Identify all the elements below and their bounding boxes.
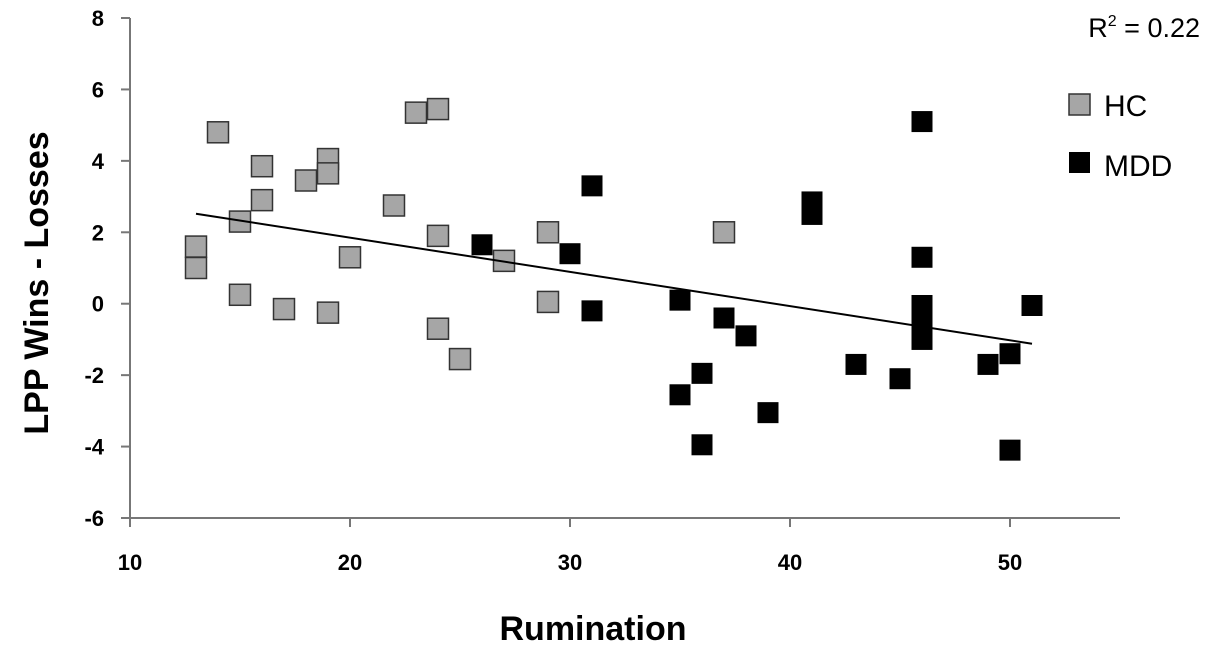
data-point-hc [404,101,428,124]
data-point-mdd [801,203,823,225]
data-point-mdd [911,295,933,316]
x-tick-label: 10 [118,550,142,575]
y-tick-label: 6 [92,77,104,102]
legend: HC MDD [1068,90,1172,183]
data-point-hc [536,290,560,314]
data-points [184,97,1043,461]
legend-label-mdd: MDD [1104,150,1172,183]
trendline [195,212,1033,345]
data-point-hc [712,221,736,244]
r2-label: R [1088,13,1108,43]
data-point-hc [184,256,208,280]
y-tick-label: -4 [84,435,104,460]
x-axis-title: Rumination [500,610,687,648]
y-axis-title: LPP Wins - Losses [18,131,56,434]
data-point-hc [536,221,560,244]
legend-swatch-hc [1068,93,1091,116]
y-tick-label: 2 [92,220,104,245]
data-point-hc [316,162,340,185]
data-point-hc [426,224,450,248]
y-tick-label: 8 [92,6,104,31]
y-tick-label: 0 [92,292,104,317]
data-point-hc [426,317,450,340]
data-point-mdd [911,311,933,333]
r2-superscript: 2 [1108,13,1117,30]
r2-annotation: R2 = 0.22 [1088,13,1200,43]
x-tick-label: 30 [558,550,582,575]
data-point-hc [382,194,406,217]
data-point-mdd [999,439,1021,461]
data-point-hc [272,297,296,321]
data-point-hc [184,235,208,258]
y-tick-label: -6 [84,506,104,531]
data-point-mdd [471,234,493,256]
data-point-mdd [713,307,735,329]
data-point-mdd [911,111,933,133]
data-point-hc [250,154,274,178]
data-point-hc [294,169,318,192]
r2-value: = 0.22 [1117,13,1200,43]
x-ticks: 10 20 30 40 50 [118,518,1022,575]
data-point-mdd [845,353,867,375]
y-tick-label: -2 [84,363,104,388]
axes: -6 -4 -2 0 2 4 6 8 10 20 30 40 50 [84,6,1120,575]
data-point-hc [426,97,450,121]
data-point-mdd [669,384,691,406]
data-point-mdd [735,325,757,347]
y-tick-label: 4 [92,149,105,174]
data-point-hc [228,283,252,307]
y-ticks: -6 -4 -2 0 2 4 6 8 [84,6,130,531]
data-point-mdd [1021,295,1043,316]
x-tick-label: 40 [778,550,802,575]
legend-label-hc: HC [1104,90,1147,123]
data-point-mdd [889,368,911,390]
data-point-mdd [691,362,713,384]
x-tick-label: 50 [998,550,1022,575]
data-point-mdd [581,300,603,322]
data-point-mdd [999,343,1021,365]
data-point-mdd [911,246,933,268]
data-point-hc [250,188,274,212]
data-point-hc [316,301,340,324]
legend-swatch-mdd [1069,152,1090,173]
x-tick-label: 20 [338,550,362,575]
data-point-mdd [559,243,581,265]
data-point-hc [206,121,230,144]
data-point-mdd [911,328,933,350]
data-point-mdd [669,289,691,311]
data-point-mdd [977,353,999,375]
data-point-hc [338,246,362,269]
data-point-mdd [581,175,603,197]
data-point-mdd [757,402,779,424]
data-point-mdd [691,434,713,456]
data-point-hc [448,347,472,371]
